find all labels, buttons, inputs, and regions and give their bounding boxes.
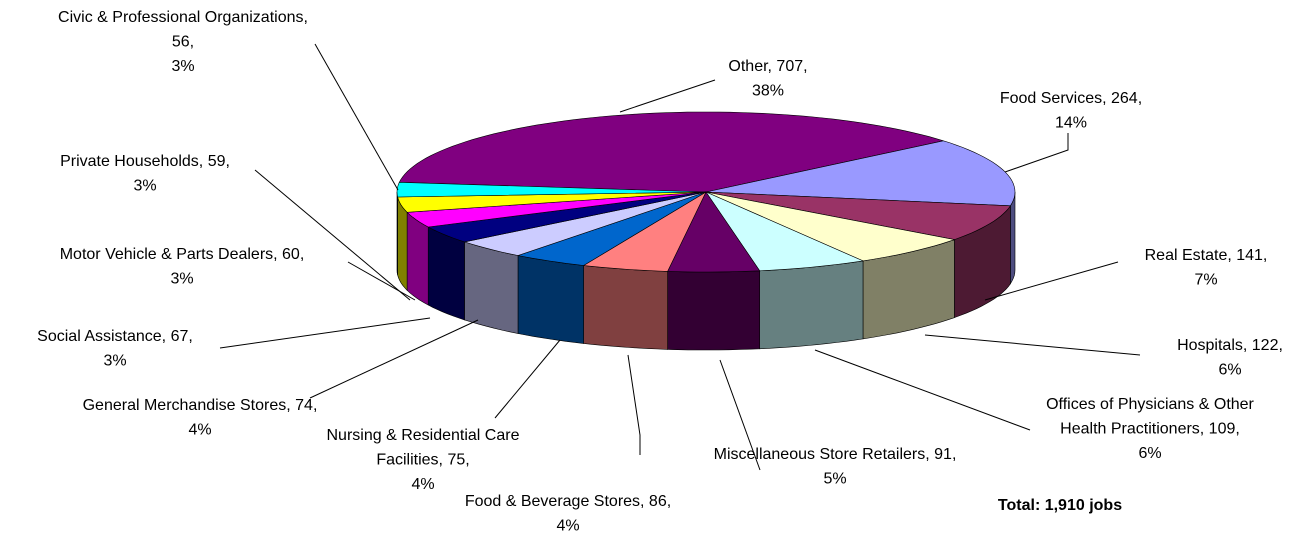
data-label: 14% [1055,115,1087,132]
data-label: Social Assistance, 67, [37,328,193,345]
leader-line [619,79,716,113]
data-label: 4% [411,476,434,493]
leader-line [924,334,1141,356]
slice [705,140,1016,207]
slice [705,191,1011,240]
data-label: General Merchandise Stores, 74, [83,397,318,414]
data-label: Nursing & Residential Care [327,427,520,444]
data-label: 38% [752,83,784,100]
data-label: 3% [103,353,126,370]
pie-tops [396,111,1016,273]
data-label: 7% [1194,272,1217,289]
total-annotation: Total: 1,910 jobs [998,497,1122,514]
slice [705,191,956,262]
slice [667,191,761,273]
slice [398,111,944,193]
data-label: Health Practitioners, 109, [1060,421,1240,438]
data-label: 6% [1218,362,1241,379]
data-label: Offices of Physicians & Other [1046,396,1254,413]
data-label: Facilities, 75, [376,452,469,469]
leader-line [494,339,561,419]
data-label: Motor Vehicle & Parts Dealers, 60, [60,246,305,263]
leader-line [254,169,411,301]
leader-line [309,319,479,399]
data-label: 56, [172,34,194,51]
slice [464,191,707,256]
data-label: 3% [171,58,194,75]
data-label: Real Estate, 141, [1145,247,1268,264]
slice [397,191,707,213]
leader-line [314,43,399,191]
leader-line [1004,133,1069,173]
slice-side [517,255,584,344]
slice [396,181,707,198]
slice-side [396,191,398,276]
slice [705,191,865,272]
slice-side [464,241,519,334]
slice-side [667,270,760,351]
data-label: Food Services, 264, [1000,90,1142,107]
leader-line [627,354,641,455]
data-label: Food & Beverage Stores, 86, [465,493,671,510]
leader-line [219,317,431,349]
leader-line [719,359,761,471]
slice-side [759,260,864,350]
slice [582,191,707,272]
slice [427,191,707,243]
data-label: 4% [556,518,579,535]
leader-line [814,349,1031,431]
data-label: Other, 707, [728,58,807,75]
data-label: Private Households, 59, [60,153,230,170]
data-label: Miscellaneous Store Retailers, 91, [714,446,957,463]
data-label: 3% [170,271,193,288]
data-label: Civic & Professional Organizations, [58,9,308,26]
data-label: 3% [133,178,156,195]
slice-side [406,211,429,306]
slice-side [1010,191,1016,285]
slice [516,191,707,266]
data-label: 4% [188,422,211,439]
data-label: 5% [823,471,846,488]
slice [406,191,707,228]
leader-line [984,261,1119,301]
leader-line [347,261,416,301]
data-label: Hospitals, 122, [1177,337,1283,354]
slice-side [583,265,668,350]
data-label: 6% [1138,445,1161,462]
slice-side [427,226,465,321]
